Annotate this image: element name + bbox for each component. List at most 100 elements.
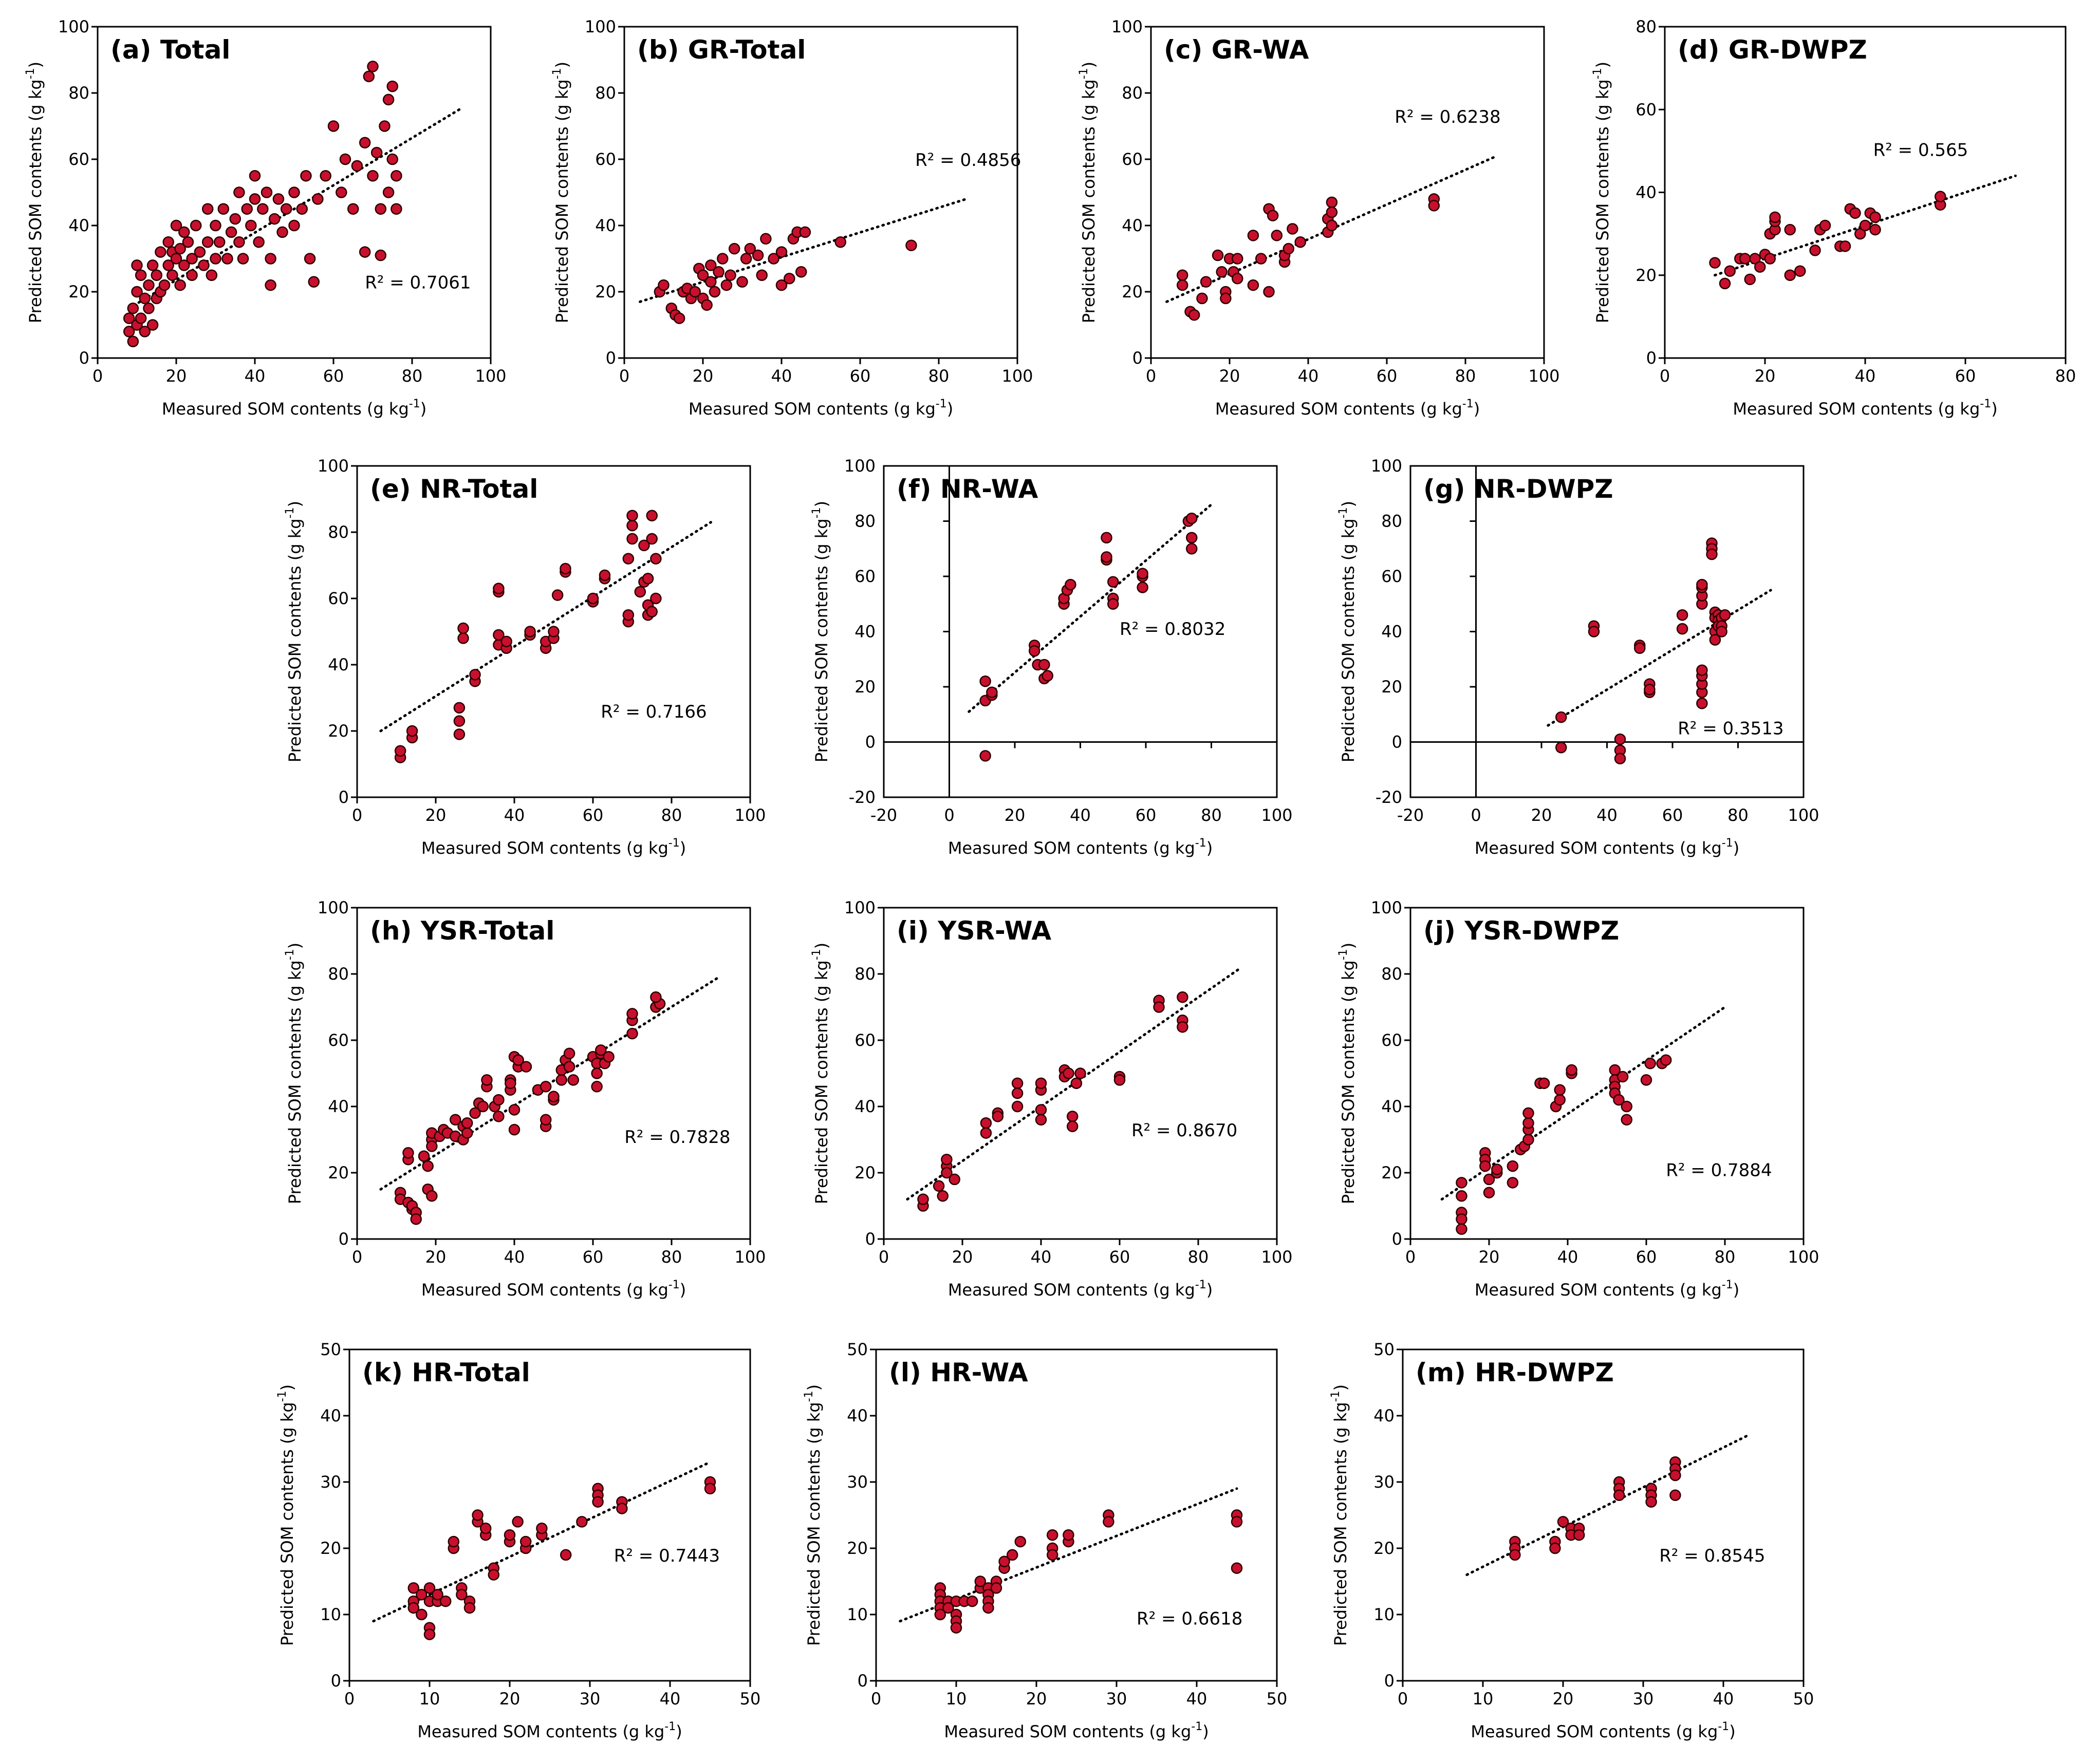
- data-point: [493, 1111, 505, 1122]
- data-point: [375, 249, 387, 261]
- data-point: [1669, 1489, 1681, 1502]
- data-point: [186, 269, 198, 281]
- y-tick-label: 0: [79, 348, 89, 368]
- y-tick-label: 30: [847, 1472, 868, 1492]
- data-point: [974, 1575, 987, 1587]
- trend-line: [1547, 589, 1772, 727]
- data-point: [178, 226, 190, 238]
- data-point: [304, 253, 316, 265]
- data-point: [934, 1608, 946, 1621]
- data-point: [359, 137, 371, 148]
- data-point: [1507, 1177, 1519, 1189]
- data-point: [190, 219, 202, 232]
- data-point: [1522, 1117, 1534, 1129]
- data-point: [312, 193, 324, 205]
- x-axis-label-text: Measured SOM contents (g kg: [421, 838, 668, 858]
- data-point: [500, 635, 512, 648]
- data-point: [194, 246, 206, 258]
- data-point: [504, 1529, 516, 1541]
- panel-title: (b) GR-Total: [637, 35, 806, 65]
- y-tick-label: 20: [1373, 1538, 1395, 1558]
- data-point: [1719, 609, 1731, 621]
- data-point: [941, 1153, 953, 1166]
- y-axis-unit-superscript: -1: [803, 1391, 815, 1402]
- data-point: [795, 266, 807, 278]
- data-point: [135, 269, 147, 281]
- x-tick-label: 100: [1528, 366, 1559, 386]
- data-point: [576, 1516, 588, 1528]
- data-point: [1046, 1529, 1058, 1541]
- x-tick-label: 20: [1005, 805, 1026, 825]
- scatter-panel-2: 0 20 40 60 80 100 0 20 40 60 80 100 Measured SOM con…: [1077, 17, 1560, 419]
- data-point: [1869, 211, 1881, 223]
- data-point: [634, 586, 646, 598]
- data-point: [560, 562, 571, 575]
- panel-title: (a) Total: [110, 35, 230, 65]
- data-point: [241, 203, 253, 215]
- panel-title: (d) GR-DWPZ: [1678, 35, 1867, 65]
- x-axis-label-text: Measured SOM contents (g kg: [1475, 838, 1722, 858]
- data-point: [626, 1027, 638, 1040]
- x-tick-label: 60: [1136, 805, 1157, 825]
- x-tick-label: 0: [1146, 366, 1156, 386]
- y-tick-label: 10: [847, 1605, 868, 1624]
- x-axis-label-close: ): [680, 838, 686, 858]
- scatter-panel-11: 0 10 20 30 40 50 0 10 20 30 40 50 Measured SOM conte…: [803, 1340, 1287, 1741]
- scatter-panel-7: 0 20 40 60 80 100 0 20 40 60 80 100 Measured SOM con…: [284, 898, 766, 1300]
- scatter-panel-3: 0 20 40 60 80 0 20 40 60 80 Measured SOM contents …: [1591, 17, 2076, 419]
- data-point: [1507, 1160, 1519, 1172]
- data-point: [673, 312, 685, 324]
- y-axis-label-close: ): [1331, 1384, 1350, 1391]
- x-tick-label: 20: [1755, 366, 1776, 386]
- data-point: [1263, 286, 1275, 298]
- x-axis-unit-superscript: -1: [1191, 1720, 1202, 1733]
- y-axis-unit-superscript: -1: [1077, 68, 1090, 79]
- y-axis-label-text: Predicted SOM contents (g kg: [812, 960, 831, 1204]
- y-tick-label: 20: [854, 677, 876, 697]
- data-point: [622, 609, 635, 621]
- data-point: [477, 1100, 489, 1113]
- x-axis-unit-superscript: -1: [936, 398, 947, 410]
- data-point: [1287, 223, 1298, 235]
- data-point: [1186, 543, 1198, 555]
- data-point: [123, 326, 135, 337]
- x-tick-label: 20: [166, 366, 187, 386]
- y-tick-label: 60: [595, 149, 616, 169]
- data-point: [382, 93, 395, 106]
- data-point: [280, 203, 292, 215]
- data-point: [146, 259, 159, 271]
- data-point: [379, 120, 391, 132]
- x-tick-label: 40: [504, 805, 525, 825]
- data-point: [1706, 548, 1718, 560]
- x-tick-label: 100: [1001, 366, 1033, 386]
- x-tick-label: 20: [1219, 366, 1240, 386]
- y-axis-label-text: Predicted SOM contents (g kg: [552, 79, 572, 323]
- y-tick-label: 0: [339, 1229, 349, 1249]
- data-point: [1849, 207, 1861, 219]
- x-axis-label-close: ): [1206, 1280, 1213, 1300]
- trend-line: [127, 108, 461, 310]
- x-tick-label: 60: [850, 366, 871, 386]
- y-tick-label: 40: [595, 216, 616, 235]
- data-point: [481, 1074, 493, 1086]
- r-squared-label: R² = 0.3513: [1678, 718, 1783, 739]
- data-point: [416, 1589, 428, 1601]
- x-tick-label: 40: [1713, 1689, 1734, 1709]
- data-point: [646, 606, 658, 618]
- data-point: [229, 213, 241, 225]
- data-point: [1428, 200, 1440, 212]
- data-point: [949, 1173, 960, 1186]
- data-point: [198, 259, 210, 271]
- x-tick-label: 10: [1473, 1689, 1494, 1709]
- y-tick-label: 0: [1392, 733, 1402, 752]
- data-point: [966, 1595, 978, 1607]
- x-tick-label: 0: [1471, 805, 1481, 825]
- data-point: [1549, 1542, 1561, 1554]
- data-point: [650, 553, 662, 565]
- x-tick-label: 40: [1298, 366, 1319, 386]
- data-point: [1839, 240, 1851, 252]
- y-tick-label: 60: [854, 1030, 876, 1050]
- data-point: [288, 219, 300, 232]
- data-point: [1011, 1087, 1024, 1099]
- data-point: [1621, 1100, 1632, 1113]
